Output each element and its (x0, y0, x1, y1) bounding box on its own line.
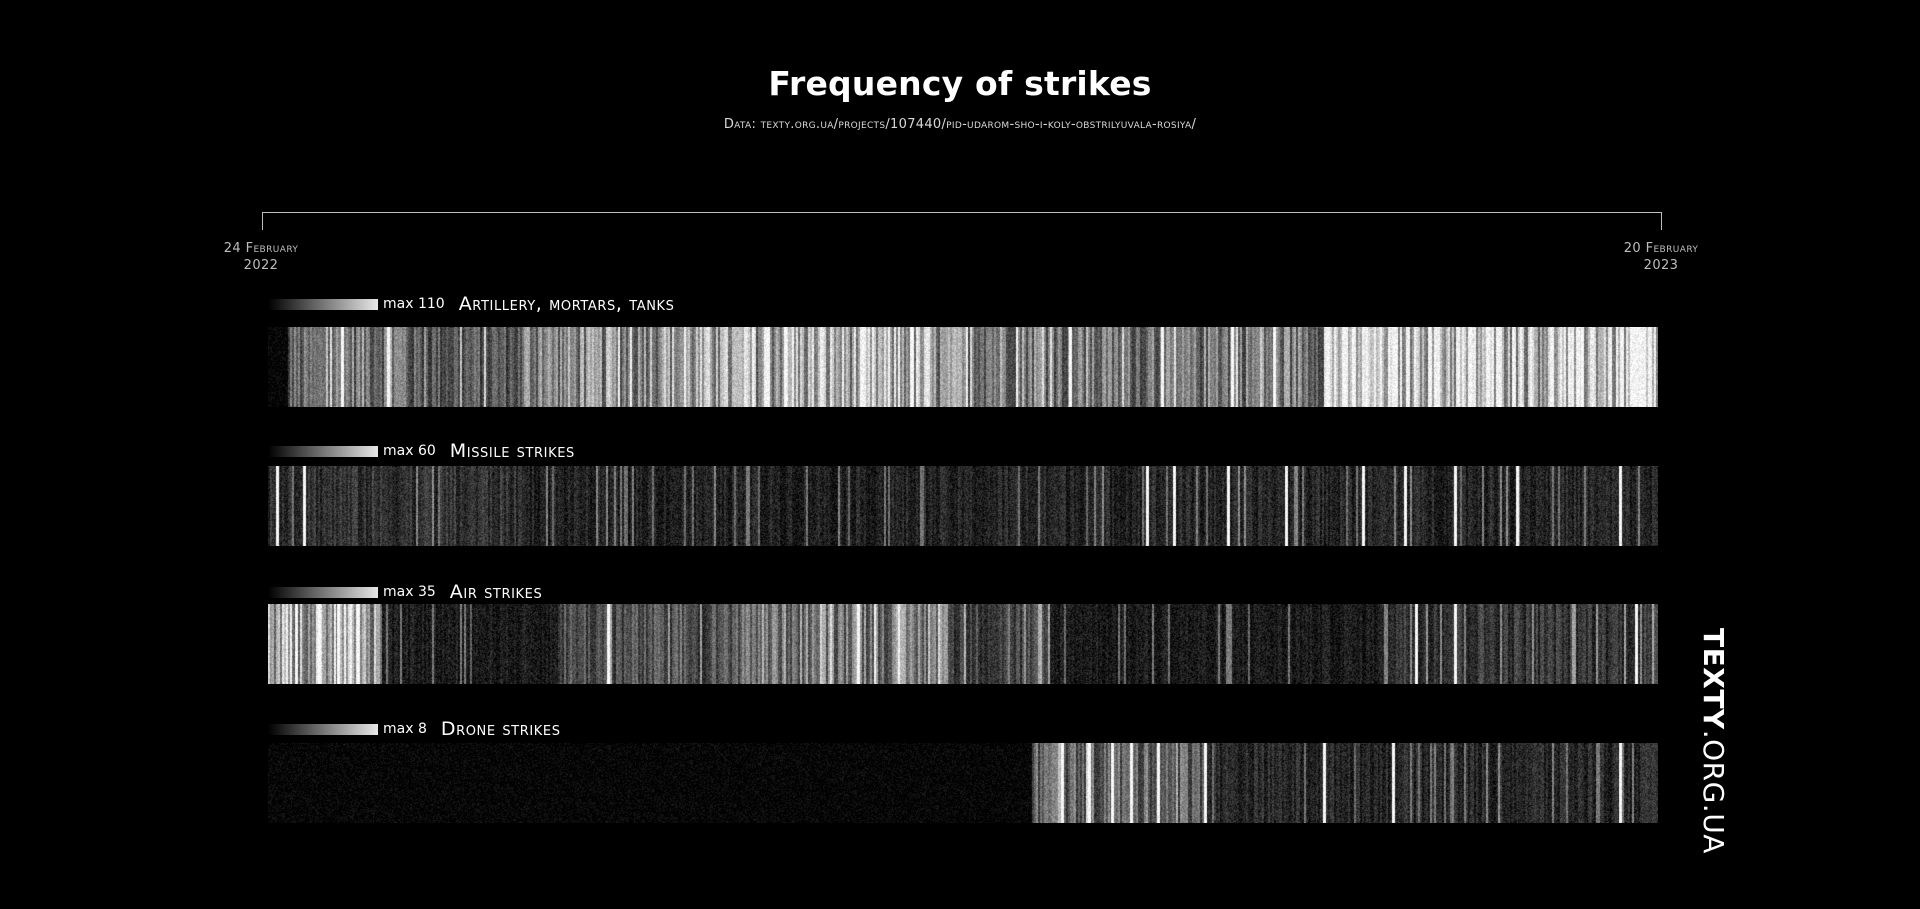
texty-logo: TEXTY.ORG.UA (1700, 628, 1734, 828)
start-date-day: 24 February (201, 240, 321, 257)
scale-gradient-drone (268, 724, 378, 735)
timeline-bracket (262, 212, 1662, 230)
start-date-label: 24 February 2022 (201, 240, 321, 274)
scale-gradient-artillery (268, 299, 378, 310)
category-header-missile: max 60 Missile strikes (268, 439, 575, 463)
category-header-artillery: max 110 Artillery, mortars, tanks (268, 292, 675, 316)
start-date-year: 2022 (201, 257, 321, 274)
end-date-day: 20 February (1601, 240, 1721, 257)
category-header-drone: max 8 Drone strikes (268, 717, 561, 741)
scale-gradient-missile (268, 446, 378, 457)
category-label-drone: Drone strikes (441, 718, 561, 740)
brand-light: .ORG.UA (1697, 730, 1730, 854)
heat-strip-drone (268, 743, 1658, 823)
category-label-air: Air strikes (450, 581, 543, 603)
texty-logo-text: TEXTY.ORG.UA (1697, 628, 1730, 854)
category-label-missile: Missile strikes (450, 440, 575, 462)
category-label-artillery: Artillery, mortars, tanks (459, 293, 675, 315)
chart-title: Frequency of strikes (0, 64, 1920, 103)
brand-bold: TEXTY (1697, 628, 1730, 730)
heat-strip-artillery (268, 327, 1658, 407)
end-date-label: 20 February 2023 (1601, 240, 1721, 274)
max-label-drone: max 8 (383, 721, 427, 737)
scale-gradient-air (268, 587, 378, 598)
heat-strip-air (268, 604, 1658, 684)
heat-strip-missile (268, 466, 1658, 546)
chart-subtitle: Data: texty.org.ua/projects/107440/pid-u… (0, 117, 1920, 132)
end-date-year: 2023 (1601, 257, 1721, 274)
category-header-air: max 35 Air strikes (268, 580, 542, 604)
max-label-artillery: max 110 (383, 296, 445, 312)
max-label-missile: max 60 (383, 443, 436, 459)
max-label-air: max 35 (383, 584, 436, 600)
